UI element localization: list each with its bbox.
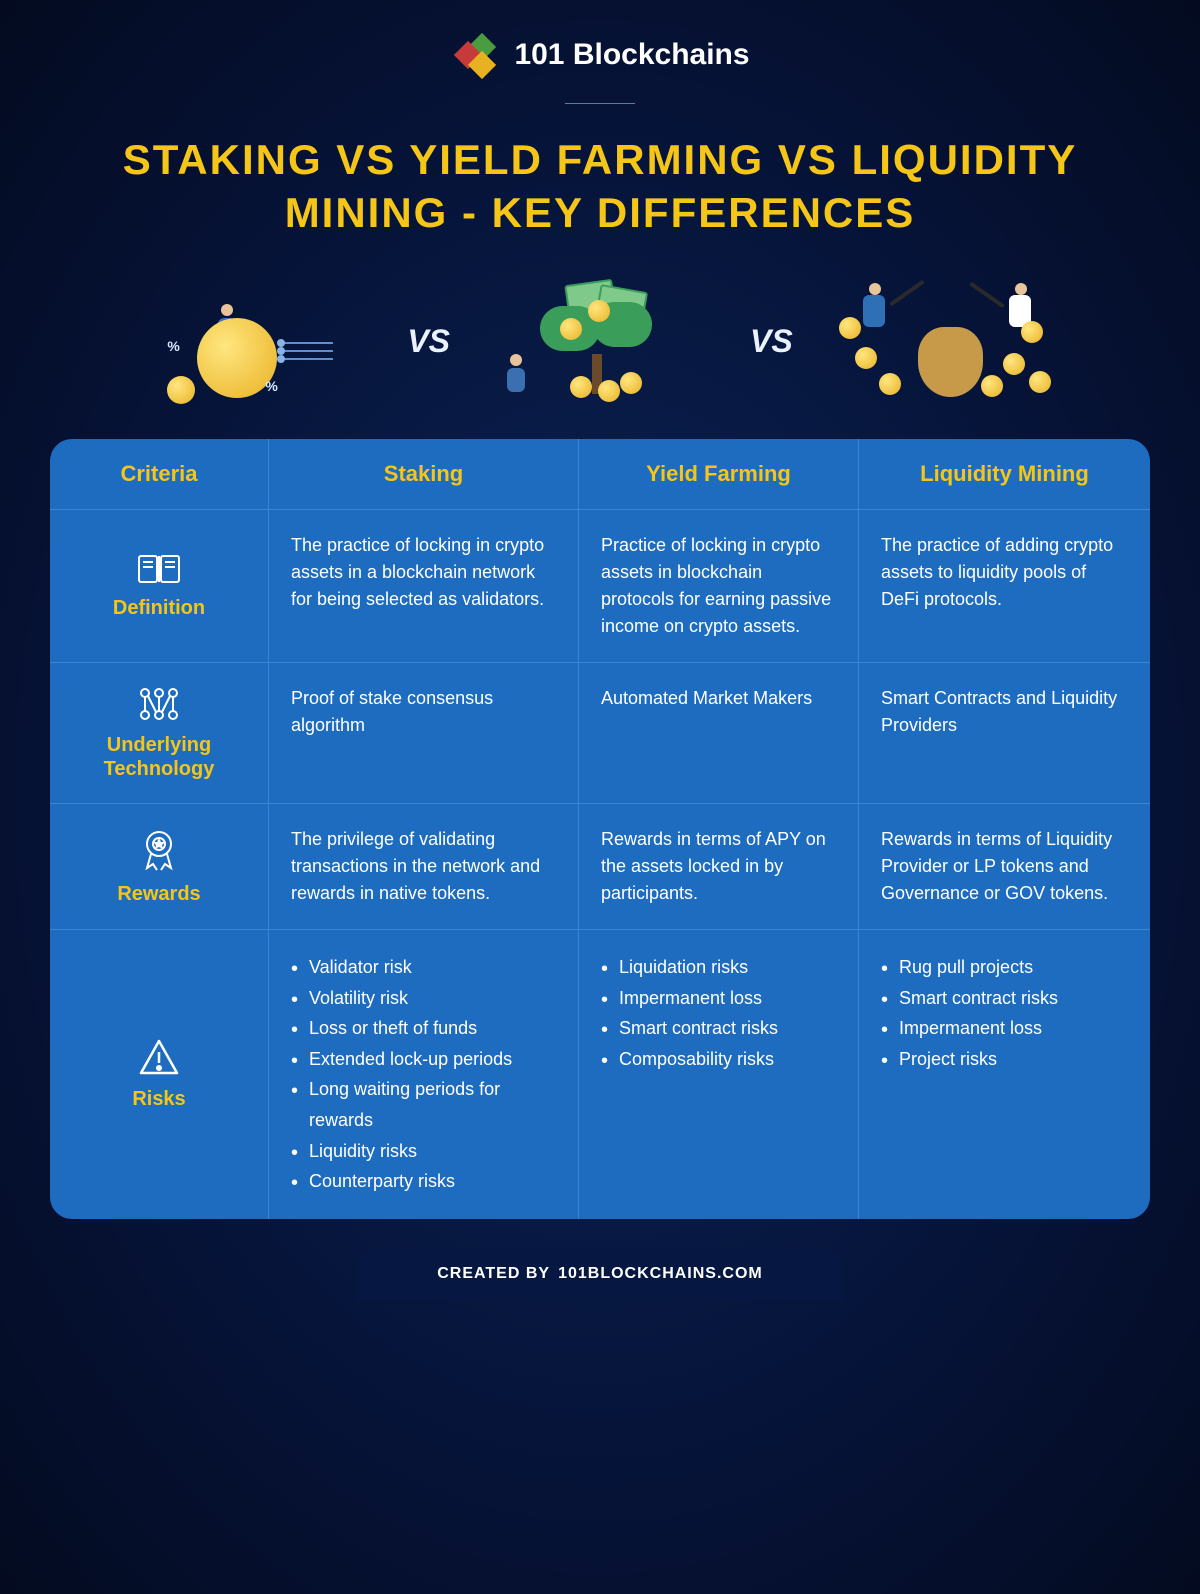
book-icon <box>137 552 181 586</box>
footer-before: CREATED BY <box>437 1265 550 1283</box>
yield-illustration <box>490 274 710 409</box>
row-definition: Definition The practice of locking in cr… <box>50 509 1150 662</box>
vs-label-1: VS <box>407 323 450 360</box>
network-icon <box>137 685 181 723</box>
underlying-liquidity: Smart Contracts and Liquidity Providers <box>858 663 1150 803</box>
brand-logo: 101 Blockchains <box>450 35 749 75</box>
rewards-staking: The privilege of validating transactions… <box>268 804 578 929</box>
logo-cubes-icon <box>450 35 500 75</box>
risks-yield-list: Liquidation risks Impermanent loss Smart… <box>601 952 836 1074</box>
page-title: STAKING VS YIELD FARMING VS LIQUIDITY MI… <box>100 134 1100 239</box>
comparison-table: Criteria Staking Yield Farming Liquidity… <box>50 439 1150 1219</box>
risks-liquidity: Rug pull projects Smart contract risks I… <box>858 930 1150 1219</box>
th-staking: Staking <box>268 439 578 509</box>
criteria-underlying: Underlying Technology <box>50 663 268 803</box>
staking-illustration: % % <box>147 274 367 409</box>
definition-yield: Practice of locking in crypto assets in … <box>578 510 858 662</box>
mining-illustration <box>833 274 1053 409</box>
vs-illustrations-row: % % VS VS <box>50 274 1150 409</box>
footer-credit: CREATED BY 101BLOCKCHAINS.COM <box>357 1249 843 1299</box>
rewards-yield: Rewards in terms of APY on the assets lo… <box>578 804 858 929</box>
vs-label-2: VS <box>750 323 793 360</box>
underlying-yield: Automated Market Makers <box>578 663 858 803</box>
th-criteria: Criteria <box>50 439 268 509</box>
definition-liquidity: The practice of adding crypto assets to … <box>858 510 1150 662</box>
footer-link: 101BLOCKCHAINS.COM <box>558 1265 763 1283</box>
th-yield: Yield Farming <box>578 439 858 509</box>
divider <box>565 103 635 104</box>
criteria-definition: Definition <box>50 510 268 662</box>
row-underlying: Underlying Technology Proof of stake con… <box>50 662 1150 803</box>
risks-staking-list: Validator risk Volatility risk Loss or t… <box>291 952 556 1197</box>
criteria-risks: Risks <box>50 930 268 1219</box>
warning-icon <box>137 1037 181 1077</box>
rewards-liquidity: Rewards in terms of Liquidity Provider o… <box>858 804 1150 929</box>
criteria-rewards: Rewards <box>50 804 268 929</box>
definition-staking: The practice of locking in crypto assets… <box>268 510 578 662</box>
underlying-staking: Proof of stake consensus algorithm <box>268 663 578 803</box>
row-rewards: Rewards The privilege of validating tran… <box>50 803 1150 929</box>
table-header-row: Criteria Staking Yield Farming Liquidity… <box>50 439 1150 509</box>
row-risks: Risks Validator risk Volatility risk Los… <box>50 929 1150 1219</box>
brand-name: 101 Blockchains <box>514 38 749 72</box>
risks-liquidity-list: Rug pull projects Smart contract risks I… <box>881 952 1128 1074</box>
risks-staking: Validator risk Volatility risk Loss or t… <box>268 930 578 1219</box>
risks-yield: Liquidation risks Impermanent loss Smart… <box>578 930 858 1219</box>
th-liquidity: Liquidity Mining <box>858 439 1150 509</box>
infographic-page: 101 Blockchains STAKING VS YIELD FARMING… <box>0 0 1200 1594</box>
ribbon-icon <box>139 828 179 872</box>
